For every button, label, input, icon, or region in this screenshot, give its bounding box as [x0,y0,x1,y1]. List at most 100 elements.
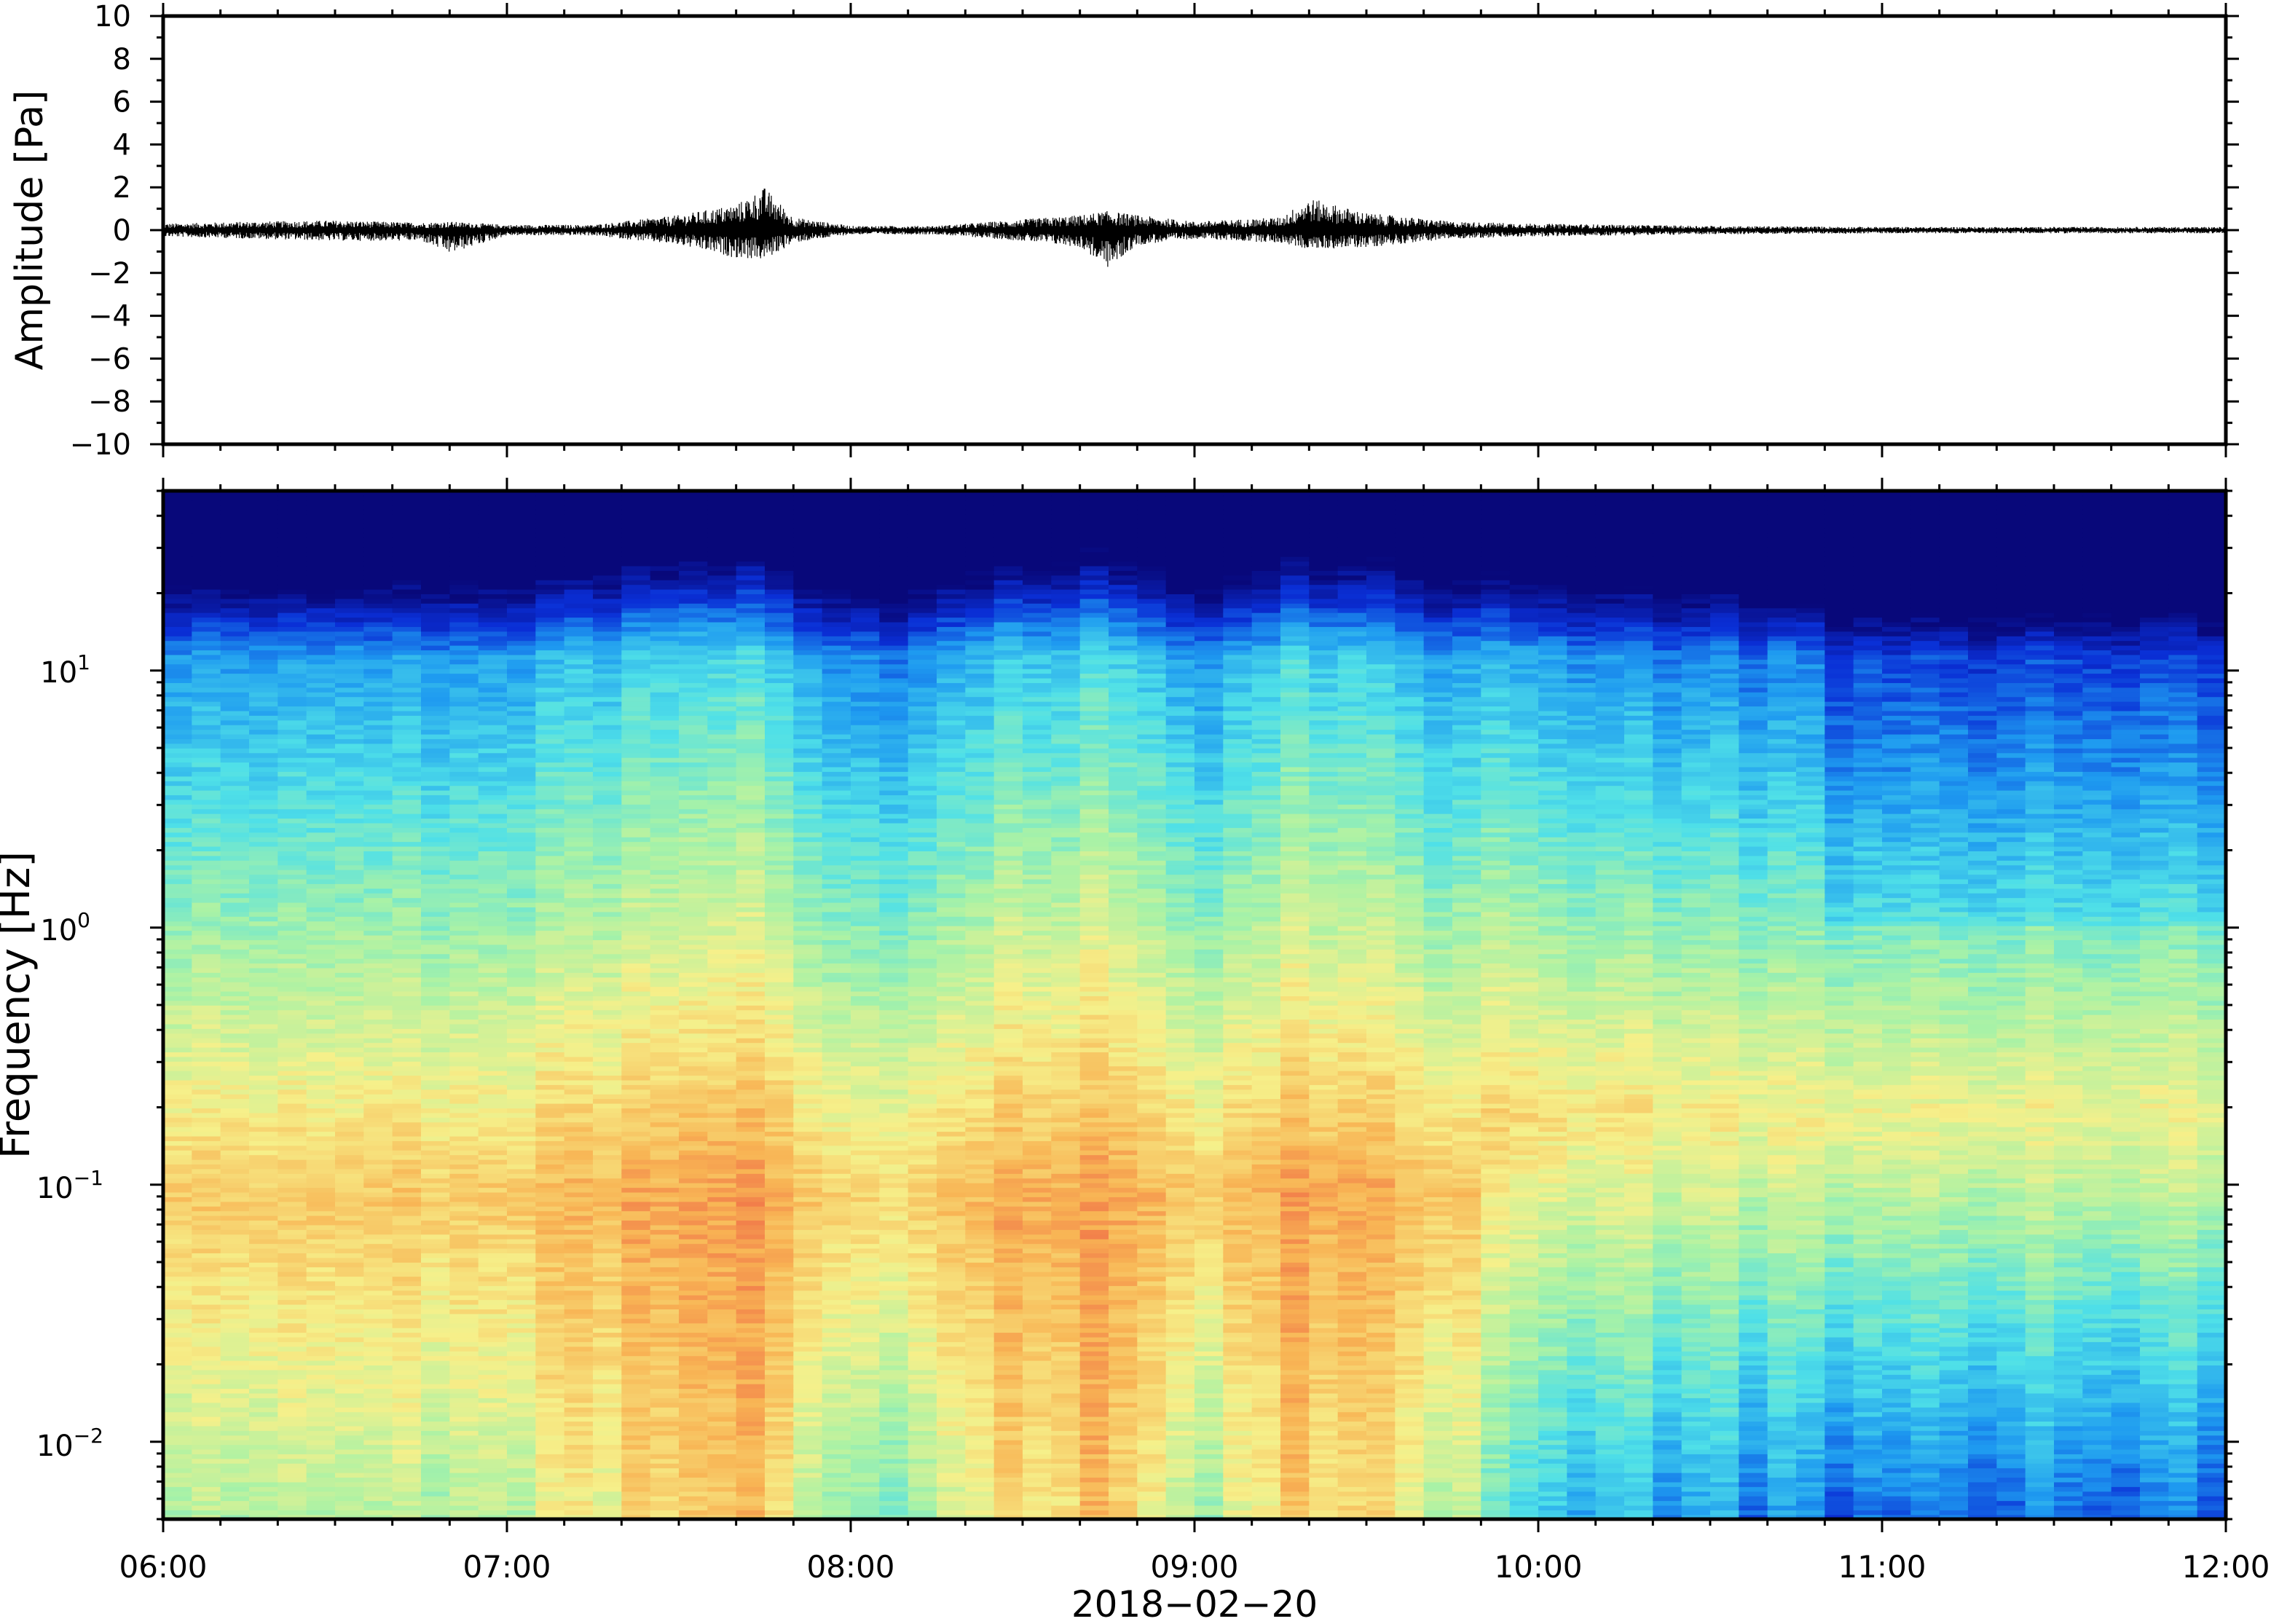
spectrogram-column [1739,491,1768,1519]
y-tick-label-10-1: 101 [40,650,90,690]
spectrogram-panel: 101 100 10−1 10−2 Frequency [Hz] 06:00 0… [0,478,2270,1624]
spectrogram-column [2197,491,2226,1519]
spectrogram-column [392,491,422,1519]
spectrogram-column [1395,491,1425,1519]
waveform-trace [163,189,2226,267]
spectrogram-column [593,491,623,1519]
spectrogram-column [1681,491,1711,1519]
waveform-y-tick-label: −6 [88,342,131,376]
spectrogram-column [1710,491,1740,1519]
spectrogram-column [1624,491,1654,1519]
spectrogram-column [1767,491,1797,1519]
spectrogram-column [650,491,680,1519]
spectrogram-column [1882,491,1912,1519]
spectrogram-column [993,491,1023,1519]
spectrogram-column [1366,491,1396,1519]
spectrogram-column [421,491,451,1519]
waveform-ticks [150,3,2239,457]
y-tick-label-10-minus1: 10−1 [36,1166,103,1205]
spectrogram-column [1309,491,1339,1519]
spectrogram-column [1280,491,1310,1519]
spectrogram-column [2054,491,2084,1519]
x-tick-label-1000: 10:00 [1494,1549,1582,1585]
spectrogram-column [1223,491,1253,1519]
waveform-y-tick-label: 6 [113,86,131,119]
y-tick-label-10-minus2: 10−2 [36,1424,103,1463]
spectrogram-column [1423,491,1453,1519]
spectrogram-column [1996,491,2026,1519]
spectrogram-column [335,491,365,1519]
spectrogram-column [306,491,336,1519]
waveform-y-tick-label: −4 [88,300,131,334]
waveform-y-axis-label: Amplitude [Pa] [8,90,52,370]
spectrogram-column [1595,491,1625,1519]
spectrogram-column [535,491,565,1519]
x-tick-label-0800: 08:00 [806,1549,894,1585]
spectrogram-column [192,491,221,1519]
spectrogram-column [1109,491,1138,1519]
spectrogram-column [1051,491,1081,1519]
spectrogram-column [564,491,594,1519]
spectrogram-column [679,491,709,1519]
waveform-y-tick-label: −2 [88,257,131,291]
spectrogram-column [2111,491,2141,1519]
spectrogram-column [163,491,193,1519]
spectrogram-image [163,491,2226,1519]
spectrogram-column [1968,491,1998,1519]
spectrogram-column [1481,491,1511,1519]
spectrogram-column [822,491,851,1519]
y-tick-label-10-0: 100 [40,908,90,947]
spectrogram-column [2140,491,2170,1519]
spectrogram-column [908,491,937,1519]
spectrogram-column [1137,491,1167,1519]
spectrogram-column [1825,491,1854,1519]
spectrogram-column [278,491,307,1519]
x-axis-date-label: 2018−02−20 [1071,1583,1318,1624]
waveform-y-tick-label: 4 [113,128,131,162]
spectrogram-column [1567,491,1597,1519]
spectrogram-column [1796,491,1826,1519]
waveform-frame [161,14,2228,446]
spectrogram-column [1538,491,1568,1519]
spectrogram-column [220,491,250,1519]
waveform-line [163,189,2226,267]
spectrogram-column [2168,491,2198,1519]
waveform-panel: 10 8 6 4 2 0 −2 −4 −6 −8 −10 Amplitude [Pa] [8,0,2239,462]
spectrogram-column [1653,491,1682,1519]
spectrogram-column [2082,491,2112,1519]
spectrogram-column [1165,491,1195,1519]
spectrogram-column [736,491,765,1519]
spectrogram-column [1509,491,1539,1519]
waveform-y-tick-label: 8 [113,43,131,76]
spectrogram-column [1194,491,1224,1519]
spectrogram-column [707,491,737,1519]
x-tick-label-0700: 07:00 [463,1549,551,1585]
spectrogram-column [1023,491,1052,1519]
spectrogram-column [937,491,967,1519]
spectrogram-column [1251,491,1281,1519]
spectrogram-column [249,491,279,1519]
spectrogram-y-axis-label: Frequency [Hz] [0,851,39,1159]
spectrogram-column [507,491,537,1519]
spectrogram-column [1853,491,1883,1519]
spectrogram-column [1452,491,1482,1519]
waveform-y-tick-label: −8 [88,385,131,419]
spectrogram-column [1079,491,1109,1519]
spectrogram-frame [161,489,2228,1521]
waveform-y-tick-label: −10 [70,428,131,462]
spectrogram-column [621,491,651,1519]
x-tick-label-0900: 09:00 [1150,1549,1238,1585]
spectrogram-column [478,491,508,1519]
waveform-y-tick-label: 0 [113,214,131,248]
waveform-y-tick-label: 10 [94,0,131,33]
spectrogram-column [1337,491,1367,1519]
spectrogram-y-tick-labels: 101 100 10−1 10−2 [36,650,103,1463]
x-tick-labels: 06:00 07:00 08:00 09:00 10:00 11:00 12:0… [119,1549,2270,1585]
spectrogram-column [965,491,995,1519]
spectrogram-column [1939,491,1969,1519]
waveform-y-tick-labels: 10 8 6 4 2 0 −2 −4 −6 −8 −10 [70,0,131,462]
x-tick-label-0600: 06:00 [119,1549,207,1585]
waveform-y-tick-label: 2 [113,171,131,205]
spectrogram-column [2025,491,2055,1519]
